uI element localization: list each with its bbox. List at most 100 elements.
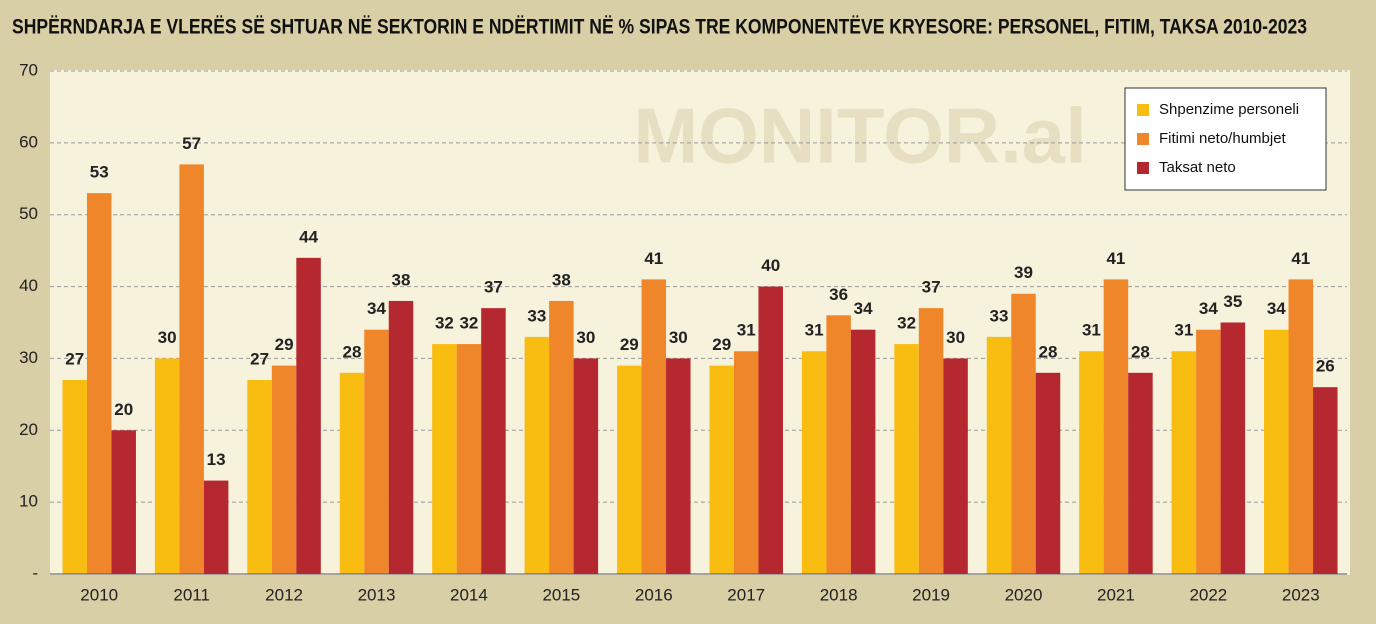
- data-label: 41: [1106, 249, 1125, 268]
- x-tick-label: 2021: [1097, 585, 1135, 604]
- bar: [1313, 387, 1338, 574]
- x-tick-label: 2011: [173, 585, 210, 604]
- bar: [758, 286, 783, 574]
- bar: [641, 279, 667, 574]
- bar: [481, 308, 506, 574]
- data-label: 28: [1131, 342, 1150, 361]
- x-tick-label: 2010: [80, 585, 118, 604]
- bar: [296, 257, 321, 574]
- data-label: 41: [1291, 249, 1310, 268]
- data-label: 13: [207, 450, 226, 469]
- x-tick-label: 2017: [727, 585, 765, 604]
- bar: [1103, 279, 1129, 574]
- data-label: 40: [761, 256, 780, 275]
- data-label: 32: [459, 314, 478, 333]
- bar: [573, 358, 599, 574]
- bar: [709, 365, 734, 574]
- watermark: MONITOR.al: [633, 92, 1087, 180]
- x-tick-label: 2022: [1189, 585, 1227, 604]
- x-tick-label: 2012: [265, 585, 303, 604]
- bar: [666, 358, 691, 574]
- data-label: 29: [712, 335, 731, 354]
- data-label: 33: [990, 306, 1009, 325]
- x-tick-label: 2020: [1005, 585, 1043, 604]
- y-tick-label: -: [32, 563, 38, 582]
- data-label: 31: [1174, 321, 1193, 340]
- data-label: 28: [343, 342, 362, 361]
- data-label: 34: [1199, 299, 1218, 318]
- bar: [247, 379, 272, 574]
- data-label: 44: [299, 227, 318, 246]
- data-label: 26: [1316, 357, 1335, 376]
- bar: [1196, 329, 1221, 574]
- data-label: 41: [644, 249, 663, 268]
- bar: [271, 365, 297, 574]
- bar: [1288, 279, 1314, 574]
- bar: [549, 300, 574, 574]
- bar: [1079, 351, 1104, 574]
- bar: [1011, 293, 1036, 574]
- data-label: 34: [367, 299, 386, 318]
- bar: [850, 329, 876, 574]
- data-label: 29: [275, 335, 294, 354]
- bar: [154, 358, 180, 574]
- bar: [617, 365, 642, 574]
- data-label: 31: [1082, 321, 1101, 340]
- x-tick-label: 2018: [820, 585, 858, 604]
- bar: [894, 344, 919, 574]
- data-label: 34: [1267, 299, 1286, 318]
- y-tick-label: 70: [19, 60, 38, 79]
- y-tick-label: 60: [19, 132, 38, 151]
- bar: [918, 308, 944, 574]
- bar: [1264, 329, 1289, 574]
- bar: [388, 300, 414, 574]
- x-tick-label: 2013: [358, 585, 396, 604]
- data-label: 57: [182, 134, 201, 153]
- x-tick-label: 2023: [1282, 585, 1320, 604]
- data-label: 27: [250, 349, 269, 368]
- data-label: 30: [158, 328, 177, 347]
- bar: [1220, 322, 1246, 574]
- x-tick-label: 2015: [542, 585, 580, 604]
- bar: [1035, 372, 1061, 574]
- x-tick-label: 2016: [635, 585, 673, 604]
- data-label: 38: [552, 270, 571, 289]
- bar: [986, 336, 1012, 574]
- data-label: 53: [90, 163, 109, 182]
- bar: [943, 358, 968, 574]
- bar: [62, 379, 87, 574]
- bar: [801, 351, 827, 574]
- bar: [203, 480, 229, 574]
- bar: [1171, 351, 1197, 574]
- data-label: 32: [435, 314, 454, 333]
- y-tick-label: 10: [19, 492, 38, 511]
- data-label: 30: [946, 328, 965, 347]
- data-label: 30: [669, 328, 688, 347]
- bar: [339, 372, 365, 574]
- data-label: 39: [1014, 263, 1033, 282]
- data-label: 28: [1039, 342, 1058, 361]
- data-label: 33: [527, 306, 546, 325]
- legend-swatch: [1137, 133, 1149, 145]
- data-label: 37: [484, 278, 503, 297]
- legend-label: Taksat neto: [1159, 159, 1236, 176]
- chart-title: SHPËRNDARJA E VLERËS SË SHTUAR NË SEKTOR…: [12, 16, 1307, 39]
- data-label: 30: [576, 328, 595, 347]
- data-label: 32: [897, 314, 916, 333]
- data-label: 27: [65, 349, 84, 368]
- bar: [1128, 372, 1153, 574]
- legend-swatch: [1137, 162, 1149, 174]
- data-label: 31: [805, 321, 824, 340]
- bar: [432, 344, 457, 574]
- data-label: 34: [854, 299, 873, 318]
- data-label: 31: [737, 321, 756, 340]
- y-tick-label: 20: [19, 420, 38, 439]
- y-tick-label: 40: [19, 276, 38, 295]
- y-tick-label: 50: [19, 204, 38, 223]
- y-tick-label: 30: [19, 348, 38, 367]
- x-tick-label: 2014: [450, 585, 488, 604]
- data-label: 20: [114, 400, 133, 419]
- legend-box: [1124, 87, 1327, 191]
- bar: [733, 351, 759, 574]
- data-label: 37: [922, 278, 941, 297]
